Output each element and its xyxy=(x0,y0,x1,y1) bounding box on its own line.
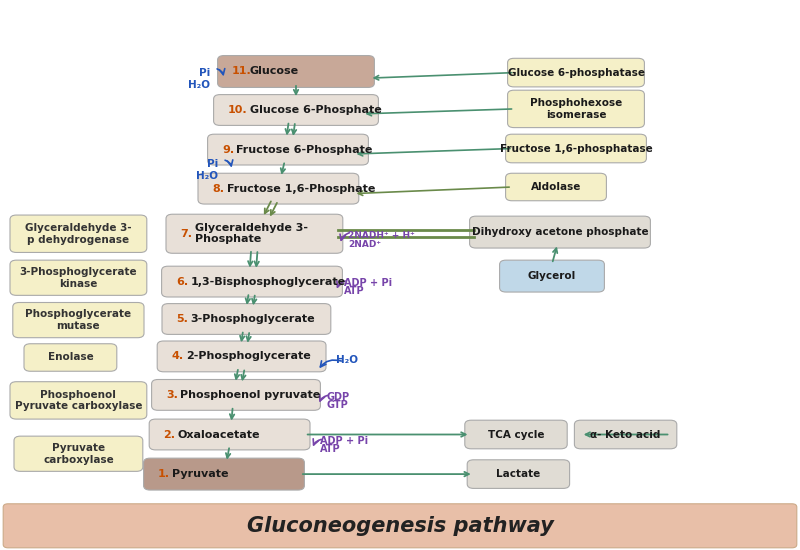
Text: H₂O: H₂O xyxy=(197,171,218,181)
Text: Glycerol: Glycerol xyxy=(528,271,576,281)
Text: 3.: 3. xyxy=(166,390,178,400)
Text: ADP + Pi: ADP + Pi xyxy=(344,278,392,288)
Text: Phosphoenol pyruvate: Phosphoenol pyruvate xyxy=(180,390,321,400)
FancyBboxPatch shape xyxy=(157,341,326,372)
FancyBboxPatch shape xyxy=(10,382,147,419)
Text: Glyceraldehyde 3-
Phosphate: Glyceraldehyde 3- Phosphate xyxy=(195,223,308,244)
Text: Gluconeogenesis pathway: Gluconeogenesis pathway xyxy=(246,516,554,536)
Text: 4.: 4. xyxy=(171,351,184,361)
Text: 1.: 1. xyxy=(158,469,170,479)
Text: ATP: ATP xyxy=(344,287,365,296)
Text: Phosphoglycerate
mutase: Phosphoglycerate mutase xyxy=(26,309,131,331)
Text: 9.: 9. xyxy=(222,145,234,155)
FancyBboxPatch shape xyxy=(507,90,644,128)
FancyBboxPatch shape xyxy=(162,304,331,334)
Text: 2NADH⁺ + H⁺: 2NADH⁺ + H⁺ xyxy=(348,231,414,240)
FancyBboxPatch shape xyxy=(507,58,644,87)
Text: Glucose 6-Phosphate: Glucose 6-Phosphate xyxy=(250,105,382,115)
Text: Pyruvate: Pyruvate xyxy=(173,469,229,479)
Text: Aldolase: Aldolase xyxy=(531,182,581,192)
Text: GTP: GTP xyxy=(326,400,348,410)
Text: Enolase: Enolase xyxy=(47,353,94,362)
Text: H₂O: H₂O xyxy=(336,355,358,365)
Text: 11.: 11. xyxy=(232,67,252,76)
FancyBboxPatch shape xyxy=(14,436,142,471)
Text: ADP + Pi: ADP + Pi xyxy=(320,436,368,446)
FancyBboxPatch shape xyxy=(198,173,358,204)
FancyBboxPatch shape xyxy=(151,379,320,410)
FancyBboxPatch shape xyxy=(162,266,342,297)
FancyBboxPatch shape xyxy=(467,460,570,488)
FancyBboxPatch shape xyxy=(574,420,677,449)
Text: 2NAD⁺: 2NAD⁺ xyxy=(348,240,381,249)
Text: Fructose 1,6-phosphatase: Fructose 1,6-phosphatase xyxy=(500,144,652,153)
Text: Glucose: Glucose xyxy=(250,67,298,76)
FancyBboxPatch shape xyxy=(465,420,567,449)
FancyBboxPatch shape xyxy=(10,215,147,252)
FancyBboxPatch shape xyxy=(470,216,650,248)
Text: Lactate: Lactate xyxy=(496,469,541,479)
Text: 3-Phosphoglycerate
kinase: 3-Phosphoglycerate kinase xyxy=(19,267,138,289)
Text: Dihydroxy acetone phosphate: Dihydroxy acetone phosphate xyxy=(472,227,648,237)
FancyBboxPatch shape xyxy=(166,214,343,253)
Text: 1,3-Bisphosphoglycerate: 1,3-Bisphosphoglycerate xyxy=(190,277,346,287)
Text: 8.: 8. xyxy=(212,184,224,194)
Text: Glucose 6-phosphatase: Glucose 6-phosphatase xyxy=(507,68,645,78)
Text: H₂O: H₂O xyxy=(189,80,210,90)
Text: Pi: Pi xyxy=(199,68,210,78)
Text: 2-Phosphoglycerate: 2-Phosphoglycerate xyxy=(186,351,310,361)
FancyBboxPatch shape xyxy=(149,419,310,450)
Text: α- Keto acid: α- Keto acid xyxy=(590,430,661,439)
FancyBboxPatch shape xyxy=(506,173,606,201)
FancyBboxPatch shape xyxy=(207,134,368,165)
FancyBboxPatch shape xyxy=(13,302,144,338)
Text: 10.: 10. xyxy=(228,105,248,115)
Text: 2.: 2. xyxy=(163,430,176,439)
Text: 3-Phosphoglycerate: 3-Phosphoglycerate xyxy=(190,314,315,324)
Text: 6.: 6. xyxy=(176,277,188,287)
FancyBboxPatch shape xyxy=(3,504,797,548)
FancyBboxPatch shape xyxy=(499,260,605,292)
FancyBboxPatch shape xyxy=(506,134,646,163)
Text: ATP: ATP xyxy=(320,444,341,454)
Text: TCA cycle: TCA cycle xyxy=(488,430,544,439)
Text: 5.: 5. xyxy=(176,314,188,324)
Text: Glyceraldehyde 3-
p dehydrogenase: Glyceraldehyde 3- p dehydrogenase xyxy=(25,223,132,245)
Text: Fructose 1,6-Phosphate: Fructose 1,6-Phosphate xyxy=(227,184,375,194)
Text: Oxaloacetate: Oxaloacetate xyxy=(178,430,261,439)
FancyBboxPatch shape xyxy=(24,344,117,371)
FancyBboxPatch shape xyxy=(144,458,305,490)
Text: Pi: Pi xyxy=(207,159,218,169)
Text: Phosphoenol
Pyruvate carboxylase: Phosphoenol Pyruvate carboxylase xyxy=(14,389,142,411)
FancyBboxPatch shape xyxy=(10,260,147,295)
Text: 7.: 7. xyxy=(181,229,193,239)
FancyBboxPatch shape xyxy=(218,56,374,87)
Text: Fructose 6-Phosphate: Fructose 6-Phosphate xyxy=(237,145,373,155)
Text: Pyruvate
carboxylase: Pyruvate carboxylase xyxy=(43,443,114,465)
FancyBboxPatch shape xyxy=(214,95,378,125)
Text: GDP: GDP xyxy=(326,392,350,402)
Text: Phosphohexose
isomerase: Phosphohexose isomerase xyxy=(530,98,622,120)
